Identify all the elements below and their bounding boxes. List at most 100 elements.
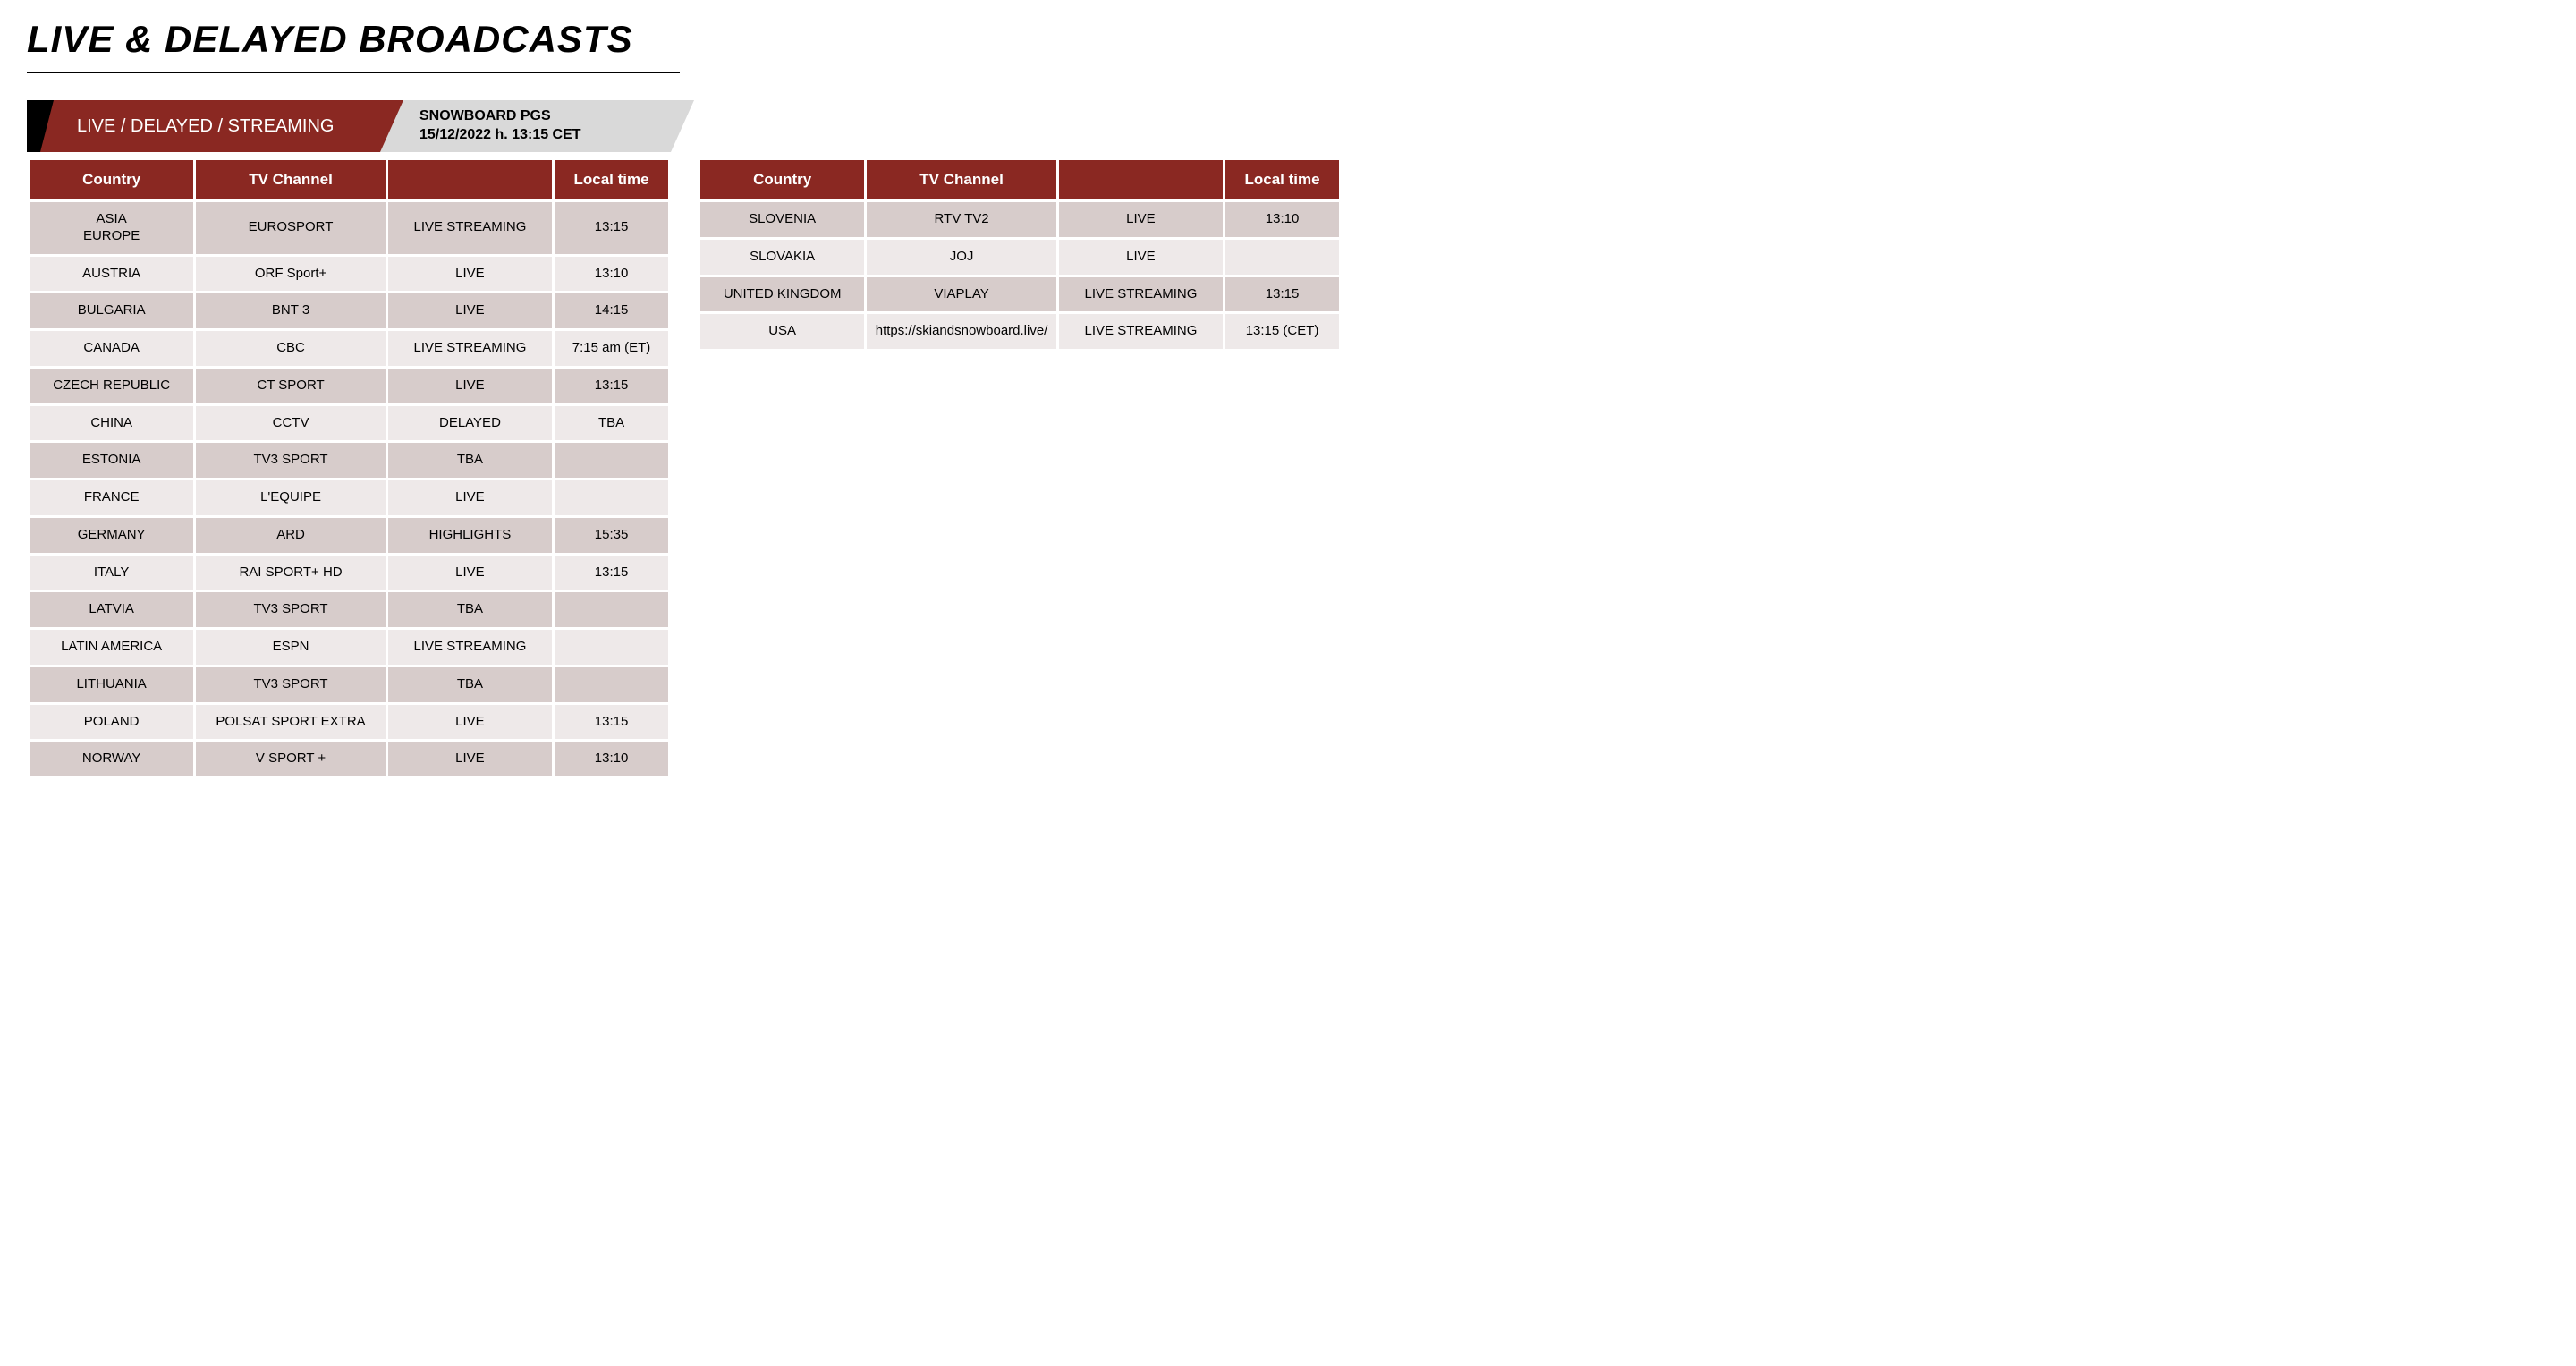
col-time-header: Local time — [555, 160, 668, 199]
cell-channel: RTV TV2 — [867, 202, 1056, 237]
cell-time: 13:15 (CET) — [1225, 314, 1339, 349]
cell-country: SLOVAKIA — [700, 240, 864, 275]
cell-country: FRANCE — [30, 480, 193, 515]
table-row: CHINACCTVDELAYEDTBA — [30, 406, 668, 441]
cell-country: ESTONIA — [30, 443, 193, 478]
cell-type: LIVE — [1059, 202, 1223, 237]
cell-channel: CT SPORT — [196, 369, 386, 403]
table-row: ITALYRAI SPORT+ HDLIVE13:15 — [30, 556, 668, 590]
cell-country: ITALY — [30, 556, 193, 590]
cell-country: LITHUANIA — [30, 667, 193, 702]
table-row: FRANCEL'EQUIPELIVE — [30, 480, 668, 515]
cell-channel: V SPORT + — [196, 742, 386, 776]
table-row: NORWAYV SPORT +LIVE13:10 — [30, 742, 668, 776]
cell-country: POLAND — [30, 705, 193, 740]
cell-time: 15:35 — [555, 518, 668, 553]
broadcast-table-right: Country TV Channel Local time SLOVENIART… — [698, 157, 1342, 352]
table-row: SLOVENIARTV TV2LIVE13:10 — [700, 202, 1339, 237]
cell-channel: ARD — [196, 518, 386, 553]
event-datetime: 15/12/2022 h. 13:15 CET — [419, 126, 649, 145]
cell-time — [555, 630, 668, 665]
cell-time: 13:10 — [555, 742, 668, 776]
table-row: ESTONIATV3 SPORTTBA — [30, 443, 668, 478]
table-header-row: Country TV Channel Local time — [700, 160, 1339, 199]
cell-channel: CBC — [196, 331, 386, 366]
table-row: SLOVAKIAJOJLIVE — [700, 240, 1339, 275]
tables-wrap: LIVE / DELAYED / STREAMING SNOWBOARD PGS… — [27, 100, 2549, 779]
tab-mode-label: LIVE / DELAYED / STREAMING — [77, 116, 334, 137]
cell-country: AUSTRIA — [30, 257, 193, 292]
cell-channel: POLSAT SPORT EXTRA — [196, 705, 386, 740]
table-row: LATIN AMERICAESPNLIVE STREAMING — [30, 630, 668, 665]
table-row: BULGARIABNT 3LIVE14:15 — [30, 293, 668, 328]
col-type-header — [388, 160, 552, 199]
cell-time: 13:15 — [555, 369, 668, 403]
cell-type: LIVE STREAMING — [388, 630, 552, 665]
tabs-bar: LIVE / DELAYED / STREAMING SNOWBOARD PGS… — [27, 100, 671, 152]
cell-time — [555, 480, 668, 515]
cell-type: LIVE — [388, 742, 552, 776]
table-row: LITHUANIATV3 SPORTTBA — [30, 667, 668, 702]
tab-event: SNOWBOARD PGS 15/12/2022 h. 13:15 CET — [380, 100, 671, 152]
cell-time: 13:15 — [555, 556, 668, 590]
col-country-header: Country — [30, 160, 193, 199]
cell-country: ASIA EUROPE — [30, 202, 193, 254]
table-row: UNITED KINGDOMVIAPLAYLIVE STREAMING13:15 — [700, 277, 1339, 312]
table-row: CANADACBCLIVE STREAMING7:15 am (ET) — [30, 331, 668, 366]
cell-country: LATVIA — [30, 592, 193, 627]
cell-channel: L'EQUIPE — [196, 480, 386, 515]
broadcast-table-left: Country TV Channel Local time ASIA EUROP… — [27, 157, 671, 779]
cell-time: 14:15 — [555, 293, 668, 328]
cell-time: TBA — [555, 406, 668, 441]
cell-time — [555, 592, 668, 627]
cell-type: LIVE STREAMING — [1059, 277, 1223, 312]
tab-event-slant-icon — [671, 100, 694, 152]
tab-mode[interactable]: LIVE / DELAYED / STREAMING — [27, 100, 380, 152]
cell-country: CZECH REPUBLIC — [30, 369, 193, 403]
cell-time — [555, 667, 668, 702]
cell-time — [1225, 240, 1339, 275]
cell-type: LIVE — [388, 556, 552, 590]
cell-channel: ORF Sport+ — [196, 257, 386, 292]
cell-country: UNITED KINGDOM — [700, 277, 864, 312]
cell-channel: TV3 SPORT — [196, 667, 386, 702]
cell-type: LIVE — [388, 480, 552, 515]
cell-channel: TV3 SPORT — [196, 443, 386, 478]
cell-time: 7:15 am (ET) — [555, 331, 668, 366]
cell-channel: CCTV — [196, 406, 386, 441]
cell-time: 13:15 — [1225, 277, 1339, 312]
tab-slant-right-icon — [380, 100, 403, 152]
cell-type: TBA — [388, 667, 552, 702]
event-name: SNOWBOARD PGS — [419, 107, 649, 126]
table-row: POLANDPOLSAT SPORT EXTRALIVE13:15 — [30, 705, 668, 740]
cell-channel: RAI SPORT+ HD — [196, 556, 386, 590]
cell-channel: JOJ — [867, 240, 1056, 275]
cell-channel: BNT 3 — [196, 293, 386, 328]
cell-channel: ESPN — [196, 630, 386, 665]
cell-country: SLOVENIA — [700, 202, 864, 237]
cell-time: 13:10 — [1225, 202, 1339, 237]
cell-type: HIGHLIGHTS — [388, 518, 552, 553]
left-column: LIVE / DELAYED / STREAMING SNOWBOARD PGS… — [27, 100, 671, 779]
table-row: AUSTRIAORF Sport+LIVE13:10 — [30, 257, 668, 292]
page-title: LIVE & DELAYED BROADCASTS — [27, 18, 2549, 61]
tab-slant-black-icon — [27, 100, 54, 152]
cell-channel: TV3 SPORT — [196, 592, 386, 627]
cell-country: NORWAY — [30, 742, 193, 776]
cell-country: CANADA — [30, 331, 193, 366]
right-column: Country TV Channel Local time SLOVENIART… — [698, 100, 1342, 352]
cell-country: USA — [700, 314, 864, 349]
cell-type: LIVE — [1059, 240, 1223, 275]
col-channel-header: TV Channel — [867, 160, 1056, 199]
title-divider — [27, 72, 680, 73]
cell-type: DELAYED — [388, 406, 552, 441]
col-channel-header: TV Channel — [196, 160, 386, 199]
cell-type: TBA — [388, 592, 552, 627]
table-row: LATVIATV3 SPORTTBA — [30, 592, 668, 627]
col-type-header — [1059, 160, 1223, 199]
cell-type: LIVE STREAMING — [388, 331, 552, 366]
table-row: CZECH REPUBLICCT SPORTLIVE13:15 — [30, 369, 668, 403]
cell-country: GERMANY — [30, 518, 193, 553]
cell-country: LATIN AMERICA — [30, 630, 193, 665]
cell-country: CHINA — [30, 406, 193, 441]
